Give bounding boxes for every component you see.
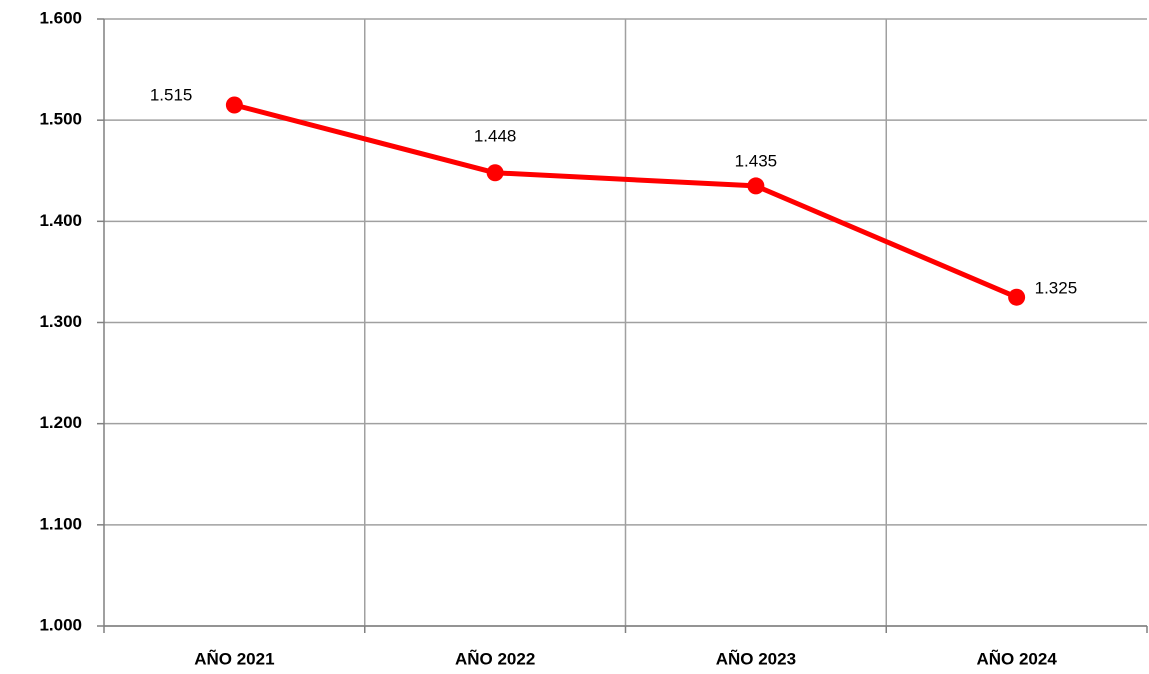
data-label: 1.325	[1035, 279, 1078, 298]
y-tick-label: 1.000	[39, 615, 82, 634]
data-label: 1.515	[150, 85, 193, 104]
data-label: 1.435	[735, 151, 778, 170]
y-tick-label: 1.400	[39, 211, 82, 230]
x-tick-label: AÑO 2024	[976, 648, 1057, 668]
marker	[486, 164, 504, 182]
x-tick-label: AÑO 2023	[716, 648, 796, 668]
marker	[225, 96, 243, 114]
x-tick-label: AÑO 2022	[455, 648, 535, 668]
line	[233, 102, 1018, 300]
y-tick-label: 1.300	[39, 312, 82, 331]
y-tick-label: 1.200	[39, 413, 82, 432]
data-label: 1.448	[474, 126, 517, 145]
y-tick-label: 1.100	[39, 514, 82, 533]
marker	[1008, 288, 1026, 306]
marker	[747, 177, 765, 195]
y-tick-label: 1.500	[39, 110, 82, 129]
y-tick-label: 1.600	[39, 8, 82, 27]
x-tick-label: AÑO 2021	[194, 648, 274, 668]
